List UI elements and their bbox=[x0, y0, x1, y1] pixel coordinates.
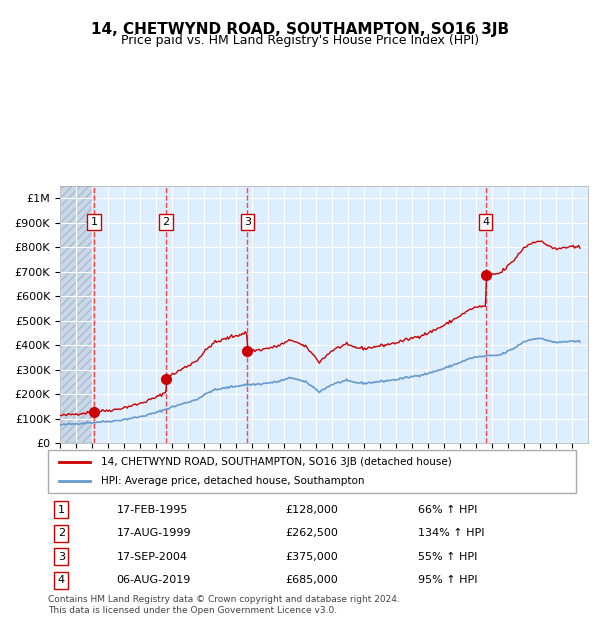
Bar bbox=[60, 186, 94, 443]
Text: 95% ↑ HPI: 95% ↑ HPI bbox=[418, 575, 477, 585]
Text: 2: 2 bbox=[58, 528, 65, 538]
Text: 06-AUG-2019: 06-AUG-2019 bbox=[116, 575, 191, 585]
Text: £128,000: £128,000 bbox=[286, 505, 338, 515]
FancyBboxPatch shape bbox=[48, 450, 576, 493]
Text: 17-AUG-1999: 17-AUG-1999 bbox=[116, 528, 191, 538]
Text: 14, CHETWYND ROAD, SOUTHAMPTON, SO16 3JB: 14, CHETWYND ROAD, SOUTHAMPTON, SO16 3JB bbox=[91, 22, 509, 37]
Text: 66% ↑ HPI: 66% ↑ HPI bbox=[418, 505, 477, 515]
Text: HPI: Average price, detached house, Southampton: HPI: Average price, detached house, Sout… bbox=[101, 476, 364, 485]
Text: 3: 3 bbox=[244, 217, 251, 227]
Text: £375,000: £375,000 bbox=[286, 552, 338, 562]
Text: 1: 1 bbox=[91, 217, 97, 227]
Text: 14, CHETWYND ROAD, SOUTHAMPTON, SO16 3JB (detached house): 14, CHETWYND ROAD, SOUTHAMPTON, SO16 3JB… bbox=[101, 457, 452, 467]
Text: £262,500: £262,500 bbox=[286, 528, 338, 538]
Text: 3: 3 bbox=[58, 552, 65, 562]
Text: Price paid vs. HM Land Registry's House Price Index (HPI): Price paid vs. HM Land Registry's House … bbox=[121, 34, 479, 47]
Text: 17-SEP-2004: 17-SEP-2004 bbox=[116, 552, 188, 562]
Text: 1: 1 bbox=[58, 505, 65, 515]
Text: Contains HM Land Registry data © Crown copyright and database right 2024.
This d: Contains HM Land Registry data © Crown c… bbox=[48, 595, 400, 614]
Text: 2: 2 bbox=[163, 217, 170, 227]
Text: 4: 4 bbox=[58, 575, 65, 585]
Text: £685,000: £685,000 bbox=[286, 575, 338, 585]
Text: 134% ↑ HPI: 134% ↑ HPI bbox=[418, 528, 484, 538]
Text: 4: 4 bbox=[482, 217, 489, 227]
Text: 17-FEB-1995: 17-FEB-1995 bbox=[116, 505, 188, 515]
Text: 55% ↑ HPI: 55% ↑ HPI bbox=[418, 552, 477, 562]
